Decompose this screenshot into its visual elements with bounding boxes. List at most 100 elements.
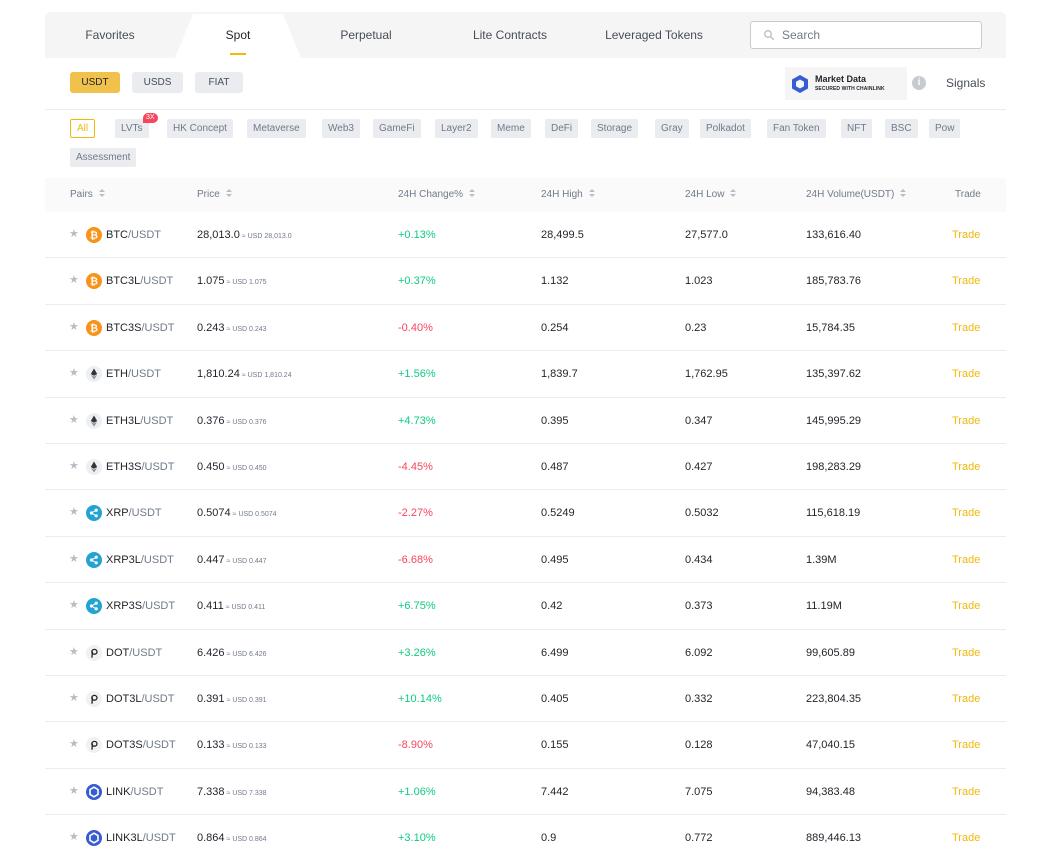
trade-link[interactable]: Trade: [952, 414, 981, 427]
favorite-star-icon[interactable]: ★: [69, 413, 79, 426]
volume-24h: 135,397.62: [806, 368, 862, 381]
table-row[interactable]: ★ DOT/USDT 6.426 ≈ USD 6.426 +3.26% 6.499 6.09…: [45, 630, 1006, 676]
header-24h-volume[interactable]: 24H Volume(USDT): [806, 178, 907, 212]
pair-name[interactable]: XRP/USDT: [106, 490, 162, 536]
pair-name[interactable]: LINK/USDT: [106, 769, 163, 815]
favorite-star-icon[interactable]: ★: [69, 738, 79, 751]
trade-link[interactable]: Trade: [952, 229, 981, 241]
category-chip-lvts[interactable]: LVTs 3X: [115, 113, 158, 138]
table-row[interactable]: ★ ETH/USDT 1,810.24 ≈ USD 1,810.24 +1.56% 1,8…: [45, 351, 1006, 398]
table-row[interactable]: ★ ₿ BTC3L/USDT 1.075 ≈ USD 1.075 +0.37% 1.132 1…: [45, 258, 1006, 305]
category-chip-bsc[interactable]: BSC: [885, 119, 918, 138]
table-row[interactable]: ★ XRP/USDT 0.5074 ≈ USD 0.5074 -2.27% 0.5249 0…: [45, 490, 1006, 537]
pair-name[interactable]: XRP3L/USDT: [106, 537, 174, 583]
header-24h-high[interactable]: 24H High: [541, 178, 595, 212]
favorite-star-icon[interactable]: ★: [69, 691, 79, 704]
category-chip-nft[interactable]: NFT: [841, 119, 873, 138]
table-row[interactable]: ★ LINK/USDT 7.338 ≈ USD 7.338 +1.06% 7.442 7.0…: [45, 769, 1006, 816]
tab-spot[interactable]: Spot: [225, 28, 251, 42]
tab-leveraged-tokens[interactable]: Leveraged Tokens: [605, 28, 703, 42]
favorite-star-icon[interactable]: ★: [69, 784, 79, 797]
search-box[interactable]: [750, 21, 982, 49]
favorite-star-icon[interactable]: ★: [69, 506, 79, 519]
category-chip-storage[interactable]: Storage: [591, 119, 639, 138]
category-chip-all[interactable]: All: [70, 119, 96, 138]
trade-link[interactable]: Trade: [952, 321, 981, 334]
quote-usdt-button[interactable]: USDT: [70, 72, 120, 93]
pair-name[interactable]: ETH3L/USDT: [106, 398, 173, 444]
signals-link[interactable]: Signals: [946, 76, 986, 90]
pair-name[interactable]: DOT3S/USDT: [106, 722, 176, 768]
category-chip-defi[interactable]: DeFi: [545, 119, 579, 138]
favorite-star-icon[interactable]: ★: [69, 228, 79, 240]
change-24h: +3.26%: [398, 646, 436, 659]
quote-usds-button[interactable]: USDS: [132, 72, 183, 93]
quote-fiat-button[interactable]: FIAT: [195, 72, 243, 93]
pair-name[interactable]: BTC3S/USDT: [106, 305, 174, 351]
header-pairs[interactable]: Pairs: [70, 178, 105, 212]
table-row[interactable]: ★ XRP3L/USDT 0.447 ≈ USD 0.447 -6.68% 0.495 0.…: [45, 537, 1006, 584]
tab-lite-contracts[interactable]: Lite Contracts: [472, 28, 548, 42]
favorite-star-icon[interactable]: ★: [69, 645, 79, 658]
table-row[interactable]: ★ ₿ BTC3S/USDT 0.243 ≈ USD 0.243 -0.40% 0.254 0…: [45, 305, 1006, 352]
pair-name[interactable]: DOT3L/USDT: [106, 676, 174, 722]
pair-name[interactable]: LINK3L/USDT: [106, 815, 176, 853]
last-price: 0.391: [197, 692, 225, 705]
header-24h-low[interactable]: 24H Low: [685, 178, 737, 212]
trade-link[interactable]: Trade: [952, 368, 981, 381]
trade-link[interactable]: Trade: [952, 785, 981, 798]
favorite-star-icon[interactable]: ★: [69, 552, 79, 565]
table-row[interactable]: ★ XRP3S/USDT 0.411 ≈ USD 0.411 +6.75% 0.42 0.3…: [45, 583, 1006, 630]
trade-link[interactable]: Trade: [952, 553, 981, 566]
favorite-star-icon[interactable]: ★: [69, 274, 79, 287]
table-row[interactable]: ★ DOT3L/USDT 0.391 ≈ USD 0.391 +10.14% 0.405 0…: [45, 676, 1006, 723]
info-icon[interactable]: i: [912, 76, 926, 90]
category-chip-assessment[interactable]: Assessment: [70, 148, 137, 167]
category-chip-hk-concept[interactable]: HK Concept: [167, 119, 233, 138]
pair-name[interactable]: DOT/USDT: [106, 630, 162, 676]
category-chip-meme[interactable]: Meme: [491, 119, 531, 138]
category-chip-polkadot[interactable]: Polkadot: [700, 119, 751, 138]
trade-link[interactable]: Trade: [952, 600, 981, 613]
volume-24h: 198,283.29: [806, 460, 862, 473]
category-chip-metaverse[interactable]: Metaverse: [247, 119, 306, 138]
tab-favorites[interactable]: Favorites: [85, 28, 135, 42]
search-input[interactable]: [782, 25, 972, 45]
price-cell: 0.376 ≈ USD 0.376: [197, 398, 267, 446]
table-row[interactable]: ★ ETH3L/USDT 0.376 ≈ USD 0.376 +4.73% 0.395 0.…: [45, 398, 1006, 444]
pair-name[interactable]: ETH/USDT: [106, 351, 161, 397]
category-chip-layer2[interactable]: Layer2: [435, 119, 478, 138]
table-row[interactable]: ★ ₿ BTC/USDT 28,013.0 ≈ USD 28,013.0 +0.13% 28…: [45, 212, 1006, 259]
category-chip-web3[interactable]: Web3: [322, 119, 360, 138]
pair-name[interactable]: BTC/USDT: [106, 212, 161, 258]
trade-link[interactable]: Trade: [952, 460, 981, 473]
favorite-star-icon[interactable]: ★: [69, 320, 79, 333]
header-24h-change[interactable]: 24H Change%: [398, 178, 476, 212]
trade-link[interactable]: Trade: [952, 275, 981, 288]
trade-link[interactable]: Trade: [952, 507, 981, 520]
category-chip-pow[interactable]: Pow: [929, 119, 961, 138]
table-row[interactable]: ★ LINK3L/USDT 0.864 ≈ USD 0.864 +3.10% 0.9 0.7…: [45, 815, 1006, 853]
pair-name[interactable]: ETH3S/USDT: [106, 444, 174, 490]
usd-equivalent: ≈ USD 0.411: [225, 604, 266, 612]
btc-coin-icon: ₿: [86, 319, 102, 336]
tab-perpetual[interactable]: Perpetual: [340, 28, 392, 42]
trade-link[interactable]: Trade: [952, 739, 981, 752]
table-row[interactable]: ★ ETH3S/USDT 0.450 ≈ USD 0.450 -4.45% 0.487 0.…: [45, 444, 1006, 491]
trade-link[interactable]: Trade: [952, 646, 981, 659]
header-price[interactable]: Price: [197, 178, 232, 212]
last-price: 0.411: [197, 600, 224, 613]
chainlink-market-data-badge[interactable]: Market Data SECURED WITH CHAINLINK: [785, 67, 907, 100]
category-chip-gamefi[interactable]: GameFi: [373, 119, 421, 138]
category-chip-gray[interactable]: Gray: [655, 119, 689, 138]
favorite-star-icon[interactable]: ★: [69, 599, 79, 612]
trade-link[interactable]: Trade: [952, 832, 981, 845]
category-chip-fan-token[interactable]: Fan Token: [767, 119, 826, 138]
favorite-star-icon[interactable]: ★: [69, 459, 79, 472]
pair-name[interactable]: BTC3L/USDT: [106, 258, 173, 304]
pair-name[interactable]: XRP3S/USDT: [106, 583, 175, 629]
favorite-star-icon[interactable]: ★: [69, 831, 79, 844]
favorite-star-icon[interactable]: ★: [69, 367, 79, 380]
trade-link[interactable]: Trade: [952, 692, 981, 705]
table-row[interactable]: ★ DOT3S/USDT 0.133 ≈ USD 0.133 -8.90% 0.155 0.…: [45, 722, 1006, 769]
